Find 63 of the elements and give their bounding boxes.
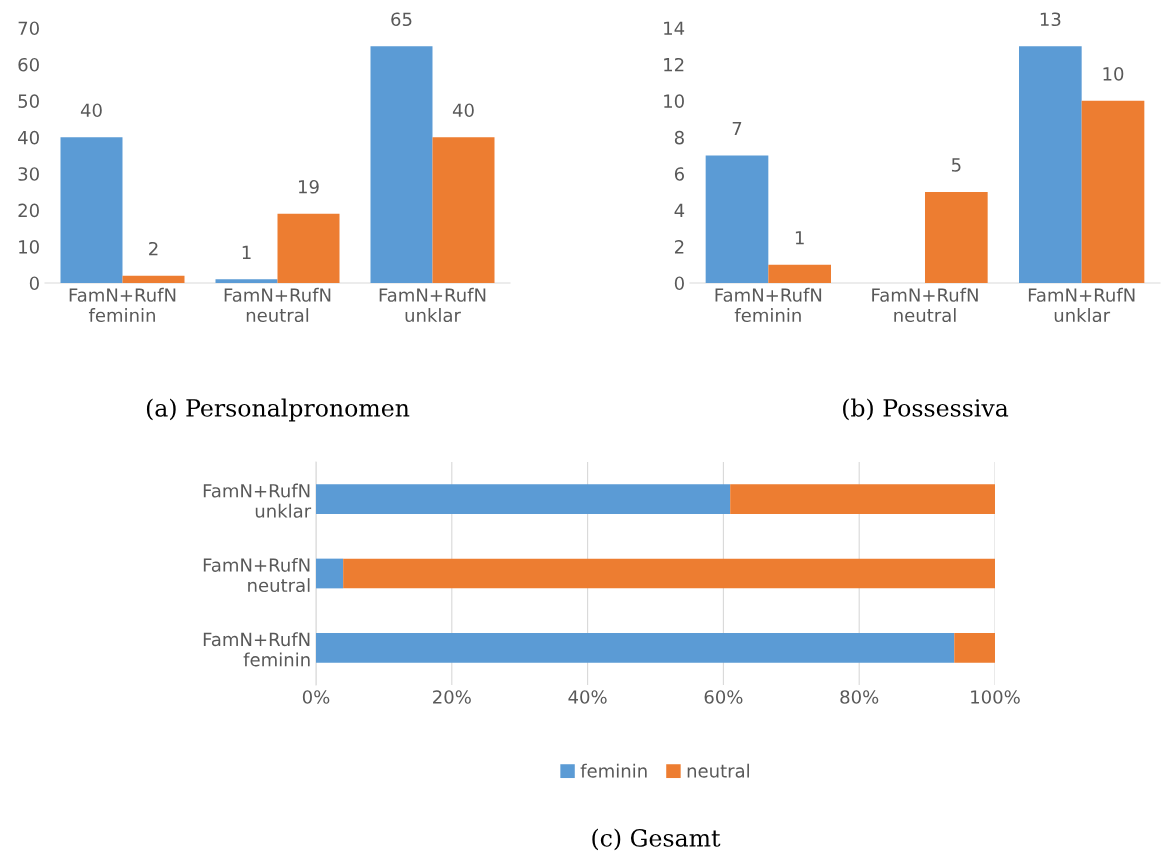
y-tick-label: FamN+RufN neutral — [203, 557, 310, 593]
x-tick-label: 20% — [433, 690, 471, 704]
bar — [60, 137, 123, 283]
bar — [925, 191, 988, 283]
y-tick-label: 0 — [674, 276, 684, 291]
y-tick-label: FamN+RufN unklar — [203, 483, 312, 518]
x-tick-label: 0% — [302, 690, 330, 704]
bar — [768, 264, 831, 283]
y-tick-label: 8 — [674, 130, 684, 145]
data-label: 1 — [795, 231, 804, 245]
bar — [1081, 100, 1145, 283]
text: (c) Gesamt — [592, 828, 721, 851]
text: (a) Personalpronomen — [146, 398, 410, 422]
x-tick-label: FamN+RufN unklar — [1028, 287, 1135, 323]
y-tick-label: 70 — [18, 21, 39, 36]
bar — [705, 155, 769, 283]
y-tick-label: 2 — [674, 240, 684, 254]
bar — [122, 275, 185, 283]
data-label: 40 — [80, 103, 102, 118]
x-tick-label: 80% — [840, 690, 879, 704]
y-tick-label: FamN+RufN feminin — [203, 632, 310, 667]
y-tick-label: 40 — [18, 130, 39, 145]
y-tick-label: 0 — [29, 276, 39, 291]
data-label: 5 — [951, 158, 961, 172]
y-tick-label: 4 — [674, 203, 685, 217]
x-tick-label: FamN+RufN feminin — [715, 287, 822, 323]
bar — [1019, 46, 1082, 283]
bar — [316, 632, 955, 663]
y-tick-label: 12 — [664, 57, 684, 72]
bar — [316, 484, 731, 515]
bar — [215, 279, 278, 283]
bar — [432, 137, 495, 283]
bar — [343, 558, 995, 589]
x-tick-label: FamN+RufN neutral — [872, 287, 978, 323]
data-label: 2 — [149, 241, 158, 256]
data-label: 13 — [1040, 12, 1061, 27]
bar — [370, 46, 433, 283]
y-tick-label: 6 — [674, 167, 684, 181]
data-label: 65 — [391, 12, 412, 27]
legend-label: feminin — [580, 763, 647, 778]
legend-label: neutral — [687, 763, 749, 778]
x-tick-label: 60% — [704, 690, 743, 704]
y-tick-label: 10 — [664, 94, 684, 108]
y-tick-label: 14 — [664, 21, 685, 35]
bar — [730, 484, 995, 515]
bar — [316, 558, 344, 589]
y-tick-label: 30 — [18, 167, 39, 181]
bar — [954, 632, 995, 663]
data-label: 1 — [242, 245, 251, 259]
data-label: 7 — [732, 121, 742, 136]
data-label: 40 — [452, 103, 474, 118]
y-tick-label: 10 — [19, 240, 39, 254]
x-tick-label: FamN+RufN feminin — [69, 287, 176, 323]
data-label: 10 — [1103, 67, 1124, 81]
x-tick-label: 40% — [568, 690, 607, 704]
x-tick-label: FamN+RufN unklar — [379, 287, 486, 323]
y-tick-label: 50 — [18, 94, 39, 108]
y-tick-label: 60 — [18, 57, 39, 72]
y-tick-label: 20 — [18, 203, 39, 218]
text: (b) Possessiva — [843, 398, 1009, 421]
bar — [277, 213, 340, 283]
x-tick-label: 100% — [971, 690, 1020, 704]
data-label: 19 — [299, 179, 319, 194]
